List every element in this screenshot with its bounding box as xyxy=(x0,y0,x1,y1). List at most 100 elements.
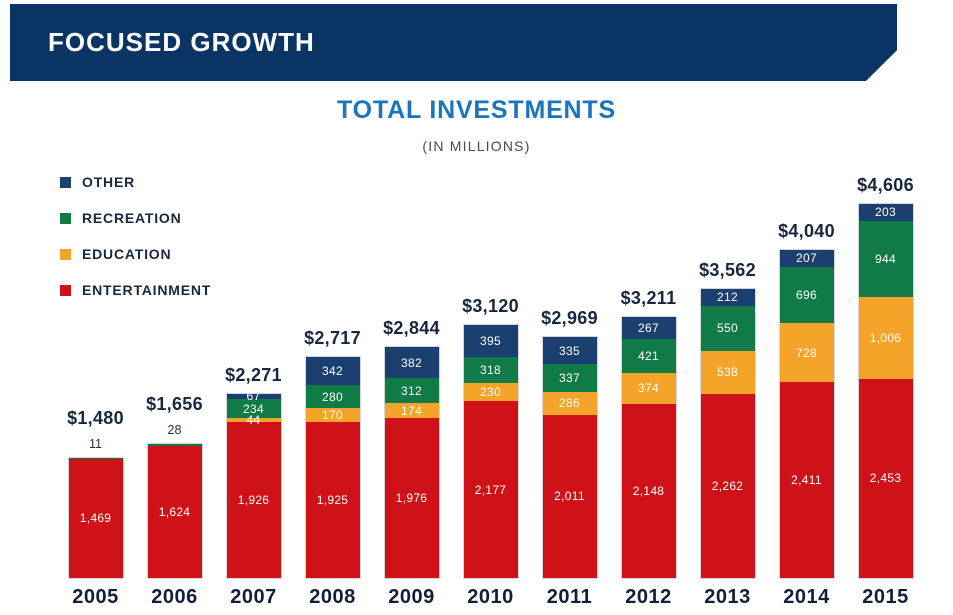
bar-segment-recreation: 421 xyxy=(621,339,676,374)
bar-stack: 1,624 xyxy=(146,442,203,580)
bar-stack: 203 944 1,006 2,453 xyxy=(857,203,914,579)
bar-stack: 212 550 538 2,262 xyxy=(699,287,756,580)
bar-segment-education: 728 xyxy=(779,323,834,383)
year-label-2010: 2010 xyxy=(467,586,514,608)
year-label-2013: 2013 xyxy=(704,586,751,608)
year-label-2006: 2006 xyxy=(151,586,198,608)
legend-swatch xyxy=(60,212,71,224)
bar-above-label: 11 xyxy=(89,436,102,451)
bar-segment-other: 212 xyxy=(700,288,755,306)
year-label-2009: 2009 xyxy=(388,586,435,608)
bar-segment-other: 207 xyxy=(779,249,834,267)
bar-total-label: $2,271 xyxy=(225,364,282,385)
year-label-2008: 2008 xyxy=(309,586,356,608)
bar-total-label: $3,562 xyxy=(699,259,756,280)
bar-column-2012: $3,211 267 421 374 2,148 xyxy=(609,38,688,579)
segment-value-label: 2,177 xyxy=(474,482,507,497)
bar-stack: 395 318 230 2,177 xyxy=(462,323,519,580)
bar-segment-education: 538 xyxy=(700,350,755,395)
segment-value-label: 1,624 xyxy=(158,505,191,520)
bar-total-label: $3,120 xyxy=(462,295,519,316)
bar-segment-recreation: 312 xyxy=(384,378,439,404)
bar-segment-education: 174 xyxy=(384,403,439,418)
segment-value-label: 1,925 xyxy=(316,492,349,507)
legend-item-education: EDUCATION xyxy=(60,246,211,262)
segment-value-label: 203 xyxy=(875,205,896,220)
bar-segment-other: 267 xyxy=(621,317,676,340)
legend-label: RECREATION xyxy=(82,210,182,226)
bar-stack: 342 280 170 1,925 xyxy=(304,356,361,579)
bar-above-label: 28 xyxy=(167,422,182,437)
segment-value-label: 67 xyxy=(246,389,261,404)
bar-column-2005: $1,480 11 1,469 xyxy=(56,38,135,580)
segment-value-label: 286 xyxy=(559,396,580,411)
chart-subtitle: (IN MILLIONS) xyxy=(422,138,531,154)
bar-segment-entertainment: 1,976 xyxy=(384,417,439,578)
bar-segment-recreation: 550 xyxy=(700,306,755,351)
bar-segment-entertainment: 2,453 xyxy=(858,378,913,578)
bar-segment-education: 44 xyxy=(226,414,281,426)
bar-column-2013: $3,562 212 550 538 2,262 xyxy=(688,38,767,580)
year-label-2011: 2011 xyxy=(546,586,593,608)
segment-value-label: 280 xyxy=(322,389,343,404)
bar-total-label: $2,969 xyxy=(541,307,598,328)
bar-stack: 335 337 286 2,011 xyxy=(541,335,598,580)
legend-swatch xyxy=(60,284,71,296)
bar-column-2006: $1,656 28 1,624 xyxy=(135,38,214,580)
bar-segment-education: 374 xyxy=(621,373,676,404)
legend-label: EDUCATION xyxy=(82,246,172,262)
segment-value-label: 318 xyxy=(480,362,501,377)
segment-value-label: 342 xyxy=(322,364,343,379)
bar-segment-recreation xyxy=(147,443,202,447)
bar-segment-entertainment: 1,624 xyxy=(147,446,202,578)
segment-value-label: 234 xyxy=(243,401,264,416)
segment-value-label: 174 xyxy=(401,403,422,418)
bar-stack: 267 421 374 2,148 xyxy=(620,316,677,579)
segment-value-label: 550 xyxy=(717,321,738,336)
legend-item-other: OTHER xyxy=(60,174,211,190)
bar-segment-entertainment: 2,148 xyxy=(621,403,676,578)
bar-segment-recreation xyxy=(68,457,123,459)
header-title: FOCUSED GROWTH xyxy=(48,27,315,57)
segment-value-label: 267 xyxy=(638,321,659,336)
segment-value-label: 382 xyxy=(401,355,422,370)
bar-total-label: $4,040 xyxy=(778,220,835,241)
segment-value-label: 2,148 xyxy=(632,483,665,498)
year-label-2005: 2005 xyxy=(72,586,119,608)
bar-stack: 207 696 728 2,411 xyxy=(778,248,835,580)
bar-total-label: $1,480 xyxy=(67,407,124,428)
legend-swatch xyxy=(60,248,71,260)
legend-item-entertainment: ENTERTAINMENT xyxy=(60,282,211,298)
segment-value-label: 1,469 xyxy=(79,511,112,526)
bar-segment-recreation: 318 xyxy=(463,356,518,383)
segment-value-label: 538 xyxy=(717,365,738,380)
bar-total-label: $2,717 xyxy=(304,328,361,349)
segment-value-label: 421 xyxy=(638,349,659,364)
bar-segment-entertainment: 1,926 xyxy=(226,421,281,578)
chart: $1,480 11 1,469 $1,656 28 1,624 $2,271 67 234 44 1… xyxy=(56,38,925,580)
segment-value-label: 1,926 xyxy=(237,492,270,507)
bar-segment-other: 335 xyxy=(542,336,597,365)
segment-value-label: 1,006 xyxy=(869,330,902,345)
bar-segment-recreation: 280 xyxy=(305,385,360,408)
bar-column-2011: $2,969 335 337 286 2,011 xyxy=(530,38,609,580)
bar-stack: 1,469 xyxy=(67,456,124,580)
segment-value-label: 337 xyxy=(559,370,580,385)
segment-value-label: 696 xyxy=(796,287,817,302)
bar-column-2014: $4,040 207 696 728 2,411 xyxy=(767,38,846,580)
bar-segment-entertainment: 2,177 xyxy=(463,401,518,578)
bar-total-label: $1,656 xyxy=(146,393,203,414)
bar-segment-other: 382 xyxy=(384,347,439,379)
segment-value-label: 2,011 xyxy=(554,489,585,504)
header-banner: FOCUSED GROWTH xyxy=(10,4,897,81)
segment-value-label: 207 xyxy=(796,251,817,266)
bar-segment-education: 230 xyxy=(463,382,518,402)
bar-segment-entertainment: 2,262 xyxy=(700,394,755,578)
segment-value-label: 374 xyxy=(638,381,659,396)
bar-segment-education: 1,006 xyxy=(858,297,913,379)
legend-label: ENTERTAINMENT xyxy=(82,282,212,298)
bar-segment-recreation: 337 xyxy=(542,364,597,392)
bar-total-label: $4,606 xyxy=(857,175,914,196)
bar-segment-recreation: 234 xyxy=(226,399,281,419)
